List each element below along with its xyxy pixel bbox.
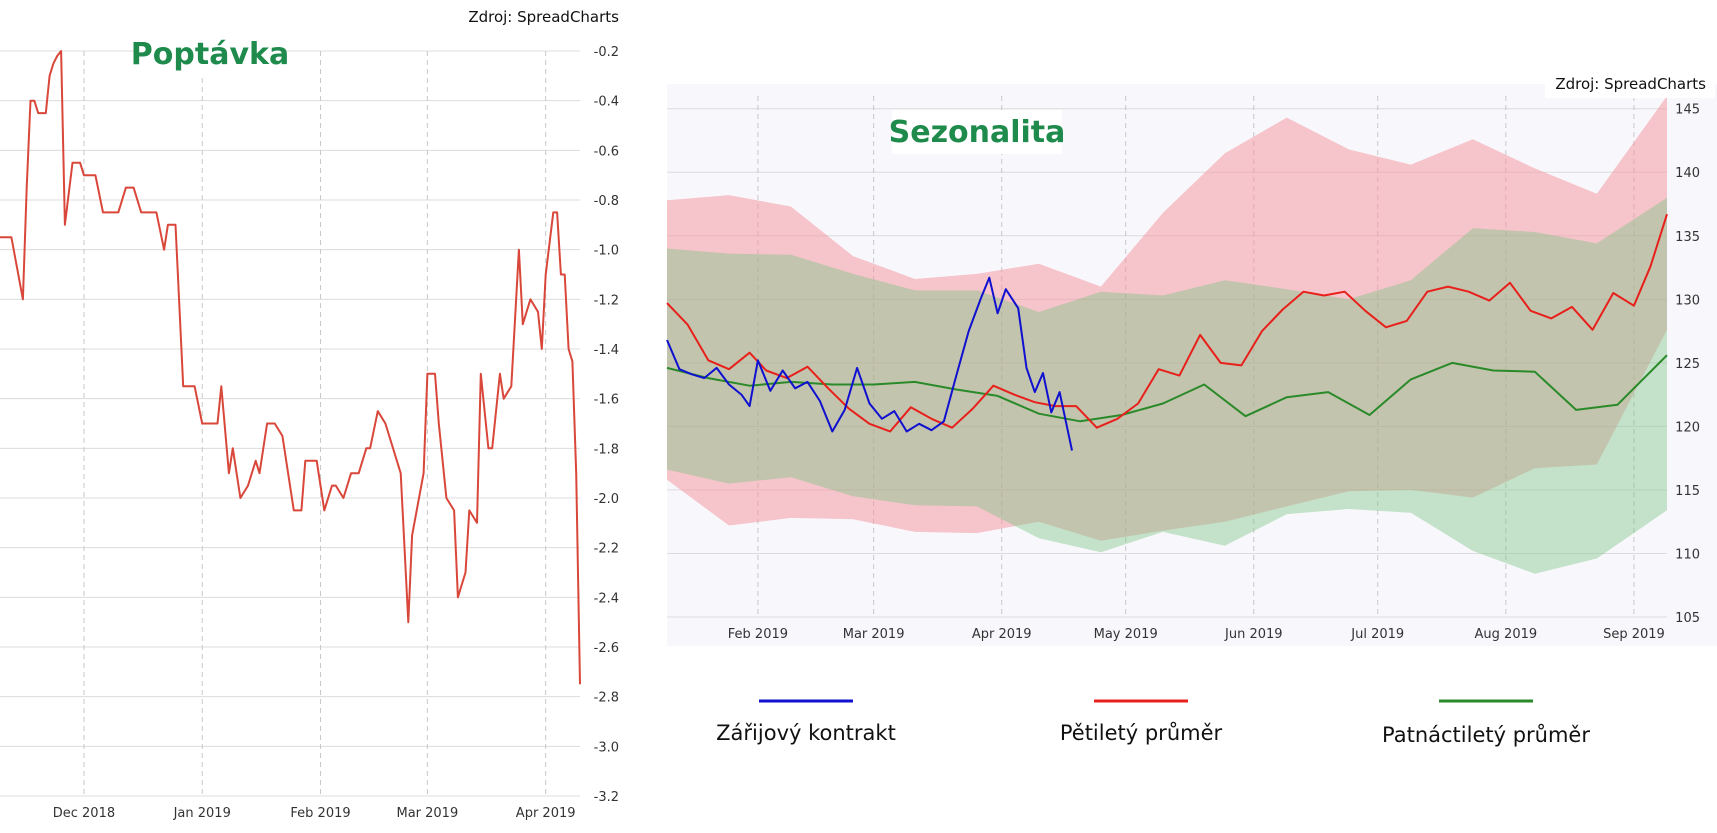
y-tick-label: 145 (1675, 103, 1700, 118)
y-tick-label: 125 (1675, 357, 1700, 372)
seasonality-bands (667, 96, 1667, 574)
demand-line (0, 50, 581, 685)
y-tick-label: -1.6 (594, 393, 619, 408)
y-tick-label: -1.4 (594, 343, 619, 358)
x-tick-label: Aug 2019 (1475, 627, 1538, 642)
y-tick-label: -0.2 (594, 45, 619, 60)
legend-label: Pětiletý průměr (1060, 721, 1223, 745)
x-tick-label: Apr 2019 (972, 627, 1032, 642)
y-tick-label: 105 (1675, 611, 1700, 626)
x-tick-label: Feb 2019 (290, 806, 350, 821)
y-tick-label: -3.2 (594, 790, 619, 805)
x-tick-label: Sep 2019 (1603, 627, 1665, 642)
x-tick-label: Feb 2019 (728, 627, 788, 642)
seasonality-chart: 105 110 115 120 125 130 135 140 145 Feb 2019 Mar … (666, 72, 1717, 646)
x-tick-label: Mar 2019 (396, 806, 458, 821)
demand-source-box (460, 2, 631, 32)
y-tick-label: -1.0 (594, 244, 619, 259)
y-tick-label: -3.0 (594, 740, 619, 755)
y-tick-label: -2.6 (594, 641, 619, 656)
demand-chart-title: Poptávka (131, 37, 289, 72)
y-tick-label: -2.4 (594, 591, 619, 606)
y-tick-label: 140 (1675, 166, 1700, 181)
x-tick-label: Apr 2019 (516, 806, 576, 821)
legend-item-september: Zářijový kontrakt (716, 699, 896, 745)
demand-chart-background (0, 0, 632, 828)
five-year-average-line (666, 213, 1668, 433)
legend-item-fifteen-year: Patnáctiletý průměr (1382, 699, 1590, 747)
x-tick-label: Jul 2019 (1350, 627, 1404, 642)
seasonality-chart-title: Sezonalita (889, 115, 1066, 150)
demand-y-axis: -0.2 -0.4 -0.6 -0.8 -1.0 -1.2 -1.4 -1.6 -1.8 -2.0… (594, 45, 619, 805)
fifteen-year-range-band (667, 197, 1667, 574)
demand-series (0, 50, 581, 685)
y-tick-label: -1.8 (594, 442, 619, 457)
legend-item-five-year: Pětiletý průměr (1060, 699, 1223, 745)
demand-source-label: Zdroj: SpreadCharts (468, 8, 619, 26)
demand-x-axis: Dec 2018 Jan 2019 Feb 2019 Mar 2019 Apr 2019 (53, 806, 576, 821)
seasonality-legend: Zářijový kontrakt Pětiletý průměr Patnácti… (716, 699, 1590, 747)
y-tick-label: 110 (1675, 547, 1700, 562)
y-tick-label: -1.2 (594, 293, 619, 308)
x-tick-label: Jun 2019 (1224, 627, 1283, 642)
x-tick-label: Mar 2019 (843, 627, 905, 642)
demand-chart: -0.2 -0.4 -0.6 -0.8 -1.0 -1.2 -1.4 -1.6 -1.8 -2.0… (0, 0, 632, 828)
x-tick-label: Dec 2018 (53, 806, 115, 821)
y-tick-label: 130 (1675, 293, 1700, 308)
seasonality-grid (667, 96, 1667, 618)
x-tick-label: May 2019 (1094, 627, 1158, 642)
x-tick-label: Jan 2019 (173, 806, 231, 821)
seasonality-x-axis: Feb 2019 Mar 2019 Apr 2019 May 2019 Jun 2019… (728, 627, 1665, 642)
y-tick-label: 115 (1675, 484, 1700, 499)
y-tick-label: -2.0 (594, 492, 619, 507)
y-tick-label: 120 (1675, 420, 1700, 435)
legend-label: Patnáctiletý průměr (1382, 723, 1590, 747)
seasonality-y-axis: 105 110 115 120 125 130 135 140 145 (1675, 103, 1700, 626)
seasonality-chart-background (667, 84, 1717, 646)
fifteen-year-average-line (666, 354, 1668, 423)
y-tick-label: -0.8 (594, 194, 619, 209)
seasonality-series (666, 213, 1668, 451)
seasonality-source-box (1545, 72, 1715, 98)
september-contract-line (666, 276, 1073, 451)
seasonality-source-label: Zdroj: SpreadCharts (1555, 75, 1706, 93)
seasonality-title-box (892, 110, 1062, 154)
y-tick-label: -2.8 (594, 691, 619, 706)
demand-title-box (137, 34, 283, 76)
five-year-range-band (667, 96, 1667, 541)
y-tick-label: -2.2 (594, 542, 619, 557)
legend-label: Zářijový kontrakt (716, 721, 896, 745)
y-tick-label: -0.6 (594, 144, 619, 159)
y-tick-label: 135 (1675, 230, 1700, 245)
y-tick-label: -0.4 (594, 95, 619, 110)
